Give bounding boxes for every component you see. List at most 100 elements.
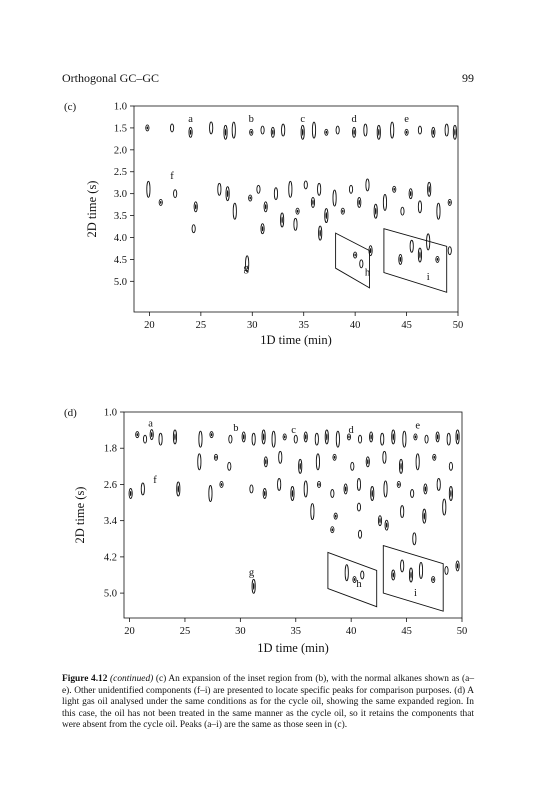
peak-contour — [376, 124, 381, 140]
peak-contour — [436, 202, 441, 220]
peak-contour — [282, 433, 287, 441]
peak-contour-core — [456, 433, 459, 441]
peak-contour — [410, 489, 415, 498]
peak-contour — [310, 196, 316, 208]
peak-contour — [390, 121, 395, 139]
peak-contour — [225, 186, 230, 202]
peak-contour-core — [252, 582, 255, 590]
peak-contour-core — [370, 434, 372, 440]
peak-contour — [260, 223, 265, 235]
peak-contour — [380, 432, 385, 446]
peak-contour-core — [367, 459, 369, 465]
peak-contour — [447, 198, 452, 206]
peak-contour-core — [393, 187, 395, 191]
peak-label: c — [291, 425, 296, 436]
x-tick-label: 25 — [196, 320, 207, 331]
peak-contour-core — [326, 433, 328, 441]
peak-contour — [303, 480, 308, 498]
peak-contour — [188, 126, 193, 138]
y-tick-label: 2.6 — [104, 480, 117, 491]
peak-label: i — [427, 272, 430, 283]
peak-label: f — [170, 171, 174, 182]
peak-contour-core — [262, 433, 265, 441]
inset-region-box — [335, 232, 370, 289]
y-axis-title: 2D time (s) — [85, 181, 99, 238]
peak-contour-core — [334, 514, 337, 518]
plot-frame — [123, 411, 463, 619]
x-tick-label: 20 — [124, 626, 135, 637]
peak-contour-core — [423, 512, 426, 520]
peak-label: e — [415, 421, 420, 432]
peak-label: d — [351, 114, 357, 125]
peak-contour — [314, 432, 319, 446]
peak-contour-core — [250, 130, 252, 134]
peak-contour — [273, 187, 278, 201]
y-axis-title: 2D time (s) — [73, 487, 87, 544]
peak-contour-core — [449, 200, 451, 204]
x-tick-label: 40 — [346, 626, 357, 637]
peak-contour — [263, 456, 268, 468]
peak-contour — [251, 578, 256, 594]
peak-contour-core — [189, 129, 192, 135]
peak-contour — [396, 480, 401, 488]
plot-frame — [133, 105, 459, 313]
peak-contour — [335, 125, 340, 135]
peak-contour — [263, 201, 268, 213]
peak-contour — [357, 434, 363, 444]
peak-contour — [330, 489, 335, 498]
peak-contour-core — [242, 434, 245, 440]
y-tick-label: 1.0 — [104, 408, 117, 419]
peak-contour — [384, 519, 389, 531]
peak-contour — [363, 123, 368, 137]
peak-contour — [172, 429, 178, 445]
y-tick-label: 4.0 — [114, 233, 127, 244]
peak-contour — [431, 576, 436, 583]
peak-contour — [300, 124, 305, 140]
peak-label: d — [349, 425, 355, 436]
peak-contour-core — [354, 253, 356, 257]
peak-contour-core — [436, 257, 439, 261]
peak-contour-core — [400, 462, 402, 470]
peak-label: b — [233, 423, 238, 434]
chart-panel-d: (d) 20 25 30 35 40 45 50 1.0 1.8 2.6 3.4 4.2 5.0 1D ti… — [64, 407, 467, 655]
peak-contour-core — [353, 129, 355, 135]
peak-contour — [149, 429, 154, 441]
peak-contour-core — [249, 196, 251, 200]
peak-contour — [435, 255, 440, 263]
peak-contour-core — [454, 128, 456, 136]
peak-contour-core — [312, 199, 314, 205]
peak-contour — [343, 483, 348, 495]
caption-figure-label: Figure 4.12 — [62, 674, 108, 684]
peak-contour-core — [344, 486, 347, 492]
peak-contour — [158, 198, 163, 206]
peak-contour-core — [456, 563, 459, 569]
x-tick-label: 45 — [401, 320, 412, 331]
x-tick-label: 30 — [247, 320, 258, 331]
peak-label: a — [148, 418, 153, 429]
peak-contour — [318, 225, 323, 241]
peak-contour — [270, 126, 275, 138]
peak-contour — [298, 458, 303, 474]
peak-contour — [277, 477, 282, 491]
peak-contour — [424, 434, 429, 444]
peak-contour-core — [385, 522, 388, 528]
peak-contour — [408, 567, 414, 583]
peak-contour — [290, 486, 295, 501]
peak-contour — [383, 480, 388, 498]
peak-contour-core — [150, 432, 153, 438]
peak-contour — [293, 217, 298, 231]
peak-contour — [335, 430, 340, 448]
y-tick-label: 4.5 — [114, 255, 127, 266]
peak-contour-core — [348, 435, 350, 439]
peak-label: c — [300, 114, 305, 125]
peak-contour — [333, 512, 338, 520]
peak-contour — [208, 485, 213, 502]
peak-contour — [197, 453, 202, 471]
y-tick-label: 2.5 — [114, 167, 127, 178]
y-tick-label: 4.2 — [104, 552, 117, 563]
peak-contour — [261, 429, 266, 445]
peak-contour — [324, 208, 329, 224]
y-tick-label: 3.4 — [104, 516, 118, 527]
peak-contour — [398, 253, 403, 265]
peak-contour-core — [432, 578, 434, 582]
